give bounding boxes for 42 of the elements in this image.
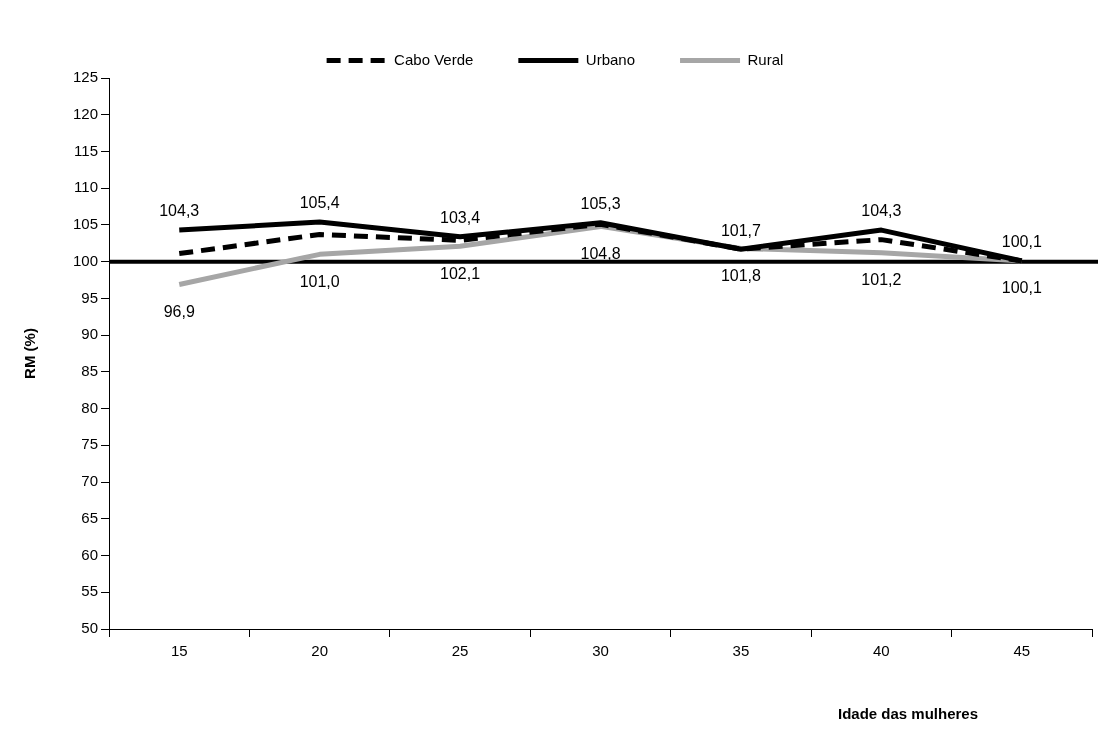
x-tick-label: 45 [1013, 642, 1031, 660]
y-tick-label: 85 [81, 362, 99, 380]
y-tick-label: 60 [81, 545, 99, 563]
data-label: 101,8 [720, 266, 762, 284]
data-label: 104,3 [159, 202, 200, 220]
y-tick-label: 95 [81, 288, 99, 306]
x-tick-label: 40 [873, 642, 890, 660]
y-tick-label: 75 [81, 435, 99, 453]
data-label: 103,4 [440, 209, 481, 227]
y-axis-title: RM (%) [21, 328, 39, 379]
y-tick-label: 80 [81, 398, 99, 416]
y-tick-label: 50 [81, 619, 99, 637]
data-label: 105,3 [580, 195, 621, 213]
y-tick-label: 100 [73, 251, 99, 269]
data-label: 100,1 [1001, 279, 1042, 297]
x-tick-label: 35 [732, 642, 750, 660]
y-tick-label: 90 [81, 325, 99, 343]
data-label: 104,3 [861, 202, 902, 220]
x-tick-label: 20 [311, 642, 329, 660]
data-label: 96,9 [163, 302, 195, 320]
x-axis-title: Idade das mulheres [837, 705, 979, 723]
y-tick-label: 65 [81, 508, 99, 526]
data-label: 105,4 [299, 194, 340, 212]
x-tick-label: 30 [592, 642, 609, 660]
y-tick-label: 125 [73, 68, 99, 86]
legend-label: Rural [747, 50, 784, 68]
data-label: 101,2 [861, 271, 902, 289]
y-tick-label: 115 [74, 141, 99, 159]
legend-label: Cabo Verde [394, 50, 474, 68]
x-tick-label: 15 [170, 642, 188, 660]
x-tick-label: 25 [451, 642, 469, 660]
data-label: 104,8 [580, 244, 621, 262]
y-tick-label: 120 [73, 104, 99, 122]
y-tick-label: 70 [81, 472, 99, 490]
y-tick-label: 55 [81, 582, 99, 600]
data-label: 101,0 [299, 272, 340, 290]
data-label: 101,7 [720, 221, 762, 239]
data-label: 102,1 [440, 264, 481, 282]
y-tick-label: 110 [74, 178, 99, 196]
legend-label: Urbano [585, 50, 636, 68]
data-label: 100,1 [1001, 233, 1042, 251]
y-tick-label: 105 [73, 215, 99, 233]
